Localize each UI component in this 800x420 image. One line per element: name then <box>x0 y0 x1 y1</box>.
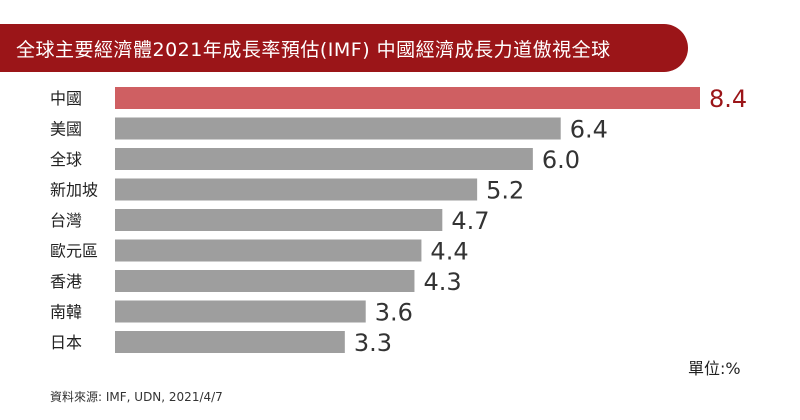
chart-title: 全球主要經濟體2021年成長率預估(IMF) 中國經濟成長力道傲視全球 <box>16 38 611 61</box>
bar <box>115 87 700 109</box>
category-label: 美國 <box>50 120 82 139</box>
bar <box>115 148 533 170</box>
category-label: 全球 <box>50 150 82 169</box>
source-note: 資料來源: IMF, UDN, 2021/4/7 <box>50 390 223 404</box>
bar <box>115 270 415 292</box>
value-label: 5.2 <box>486 177 524 205</box>
bar <box>115 117 561 140</box>
value-label: 3.6 <box>375 299 413 327</box>
category-label: 香港 <box>50 272 82 291</box>
category-label: 新加坡 <box>50 181 98 200</box>
category-label: 中國 <box>50 89 82 108</box>
unit-label: 單位:% <box>688 359 741 378</box>
bar <box>115 178 478 201</box>
value-label: 6.4 <box>570 116 608 144</box>
category-label: 日本 <box>50 333 82 352</box>
category-label: 南韓 <box>50 303 82 322</box>
bar-chart: 中國 8.4 美國 6.4 全球 6.0 新加坡 5.2 台灣 4.7 歐元區 4.4 香港 4.3 南韓 3… <box>50 85 747 357</box>
value-label: 8.4 <box>709 85 747 113</box>
bar <box>115 239 422 262</box>
bar <box>115 331 345 353</box>
value-label: 6.0 <box>542 146 580 174</box>
value-label: 4.3 <box>423 268 461 296</box>
category-label: 台灣 <box>50 211 82 230</box>
value-label: 4.4 <box>430 238 468 266</box>
bar <box>115 300 366 323</box>
bar <box>115 209 443 231</box>
title-banner: 全球主要經濟體2021年成長率預估(IMF) 中國經濟成長力道傲視全球 <box>0 24 688 72</box>
category-label: 歐元區 <box>50 242 98 261</box>
value-label: 3.3 <box>354 329 392 357</box>
value-label: 4.7 <box>451 207 489 235</box>
